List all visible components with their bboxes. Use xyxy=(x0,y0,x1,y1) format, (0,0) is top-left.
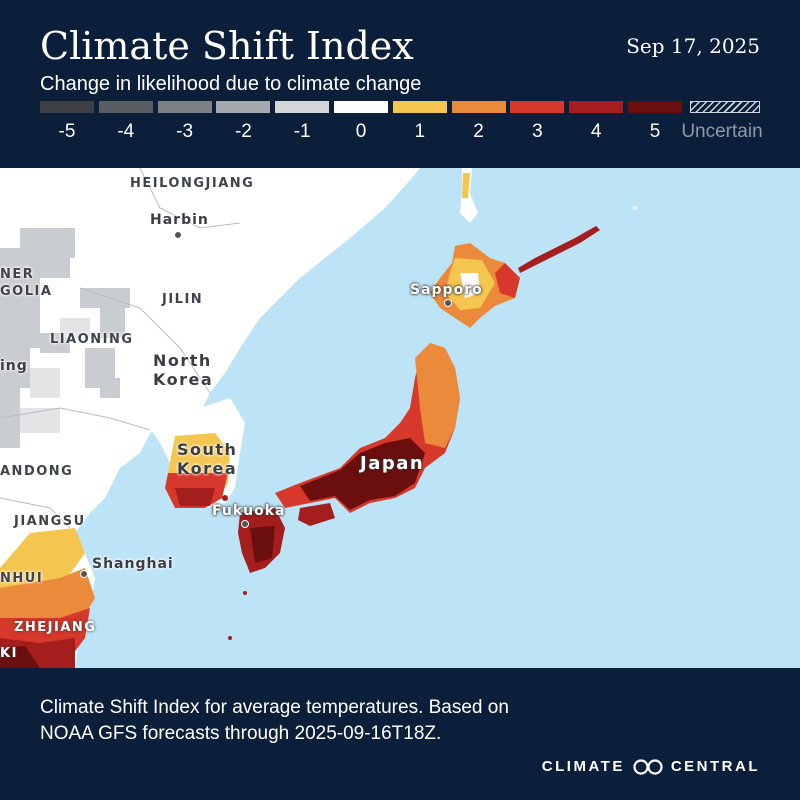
legend-swatch xyxy=(216,101,271,113)
shanghai-marker xyxy=(80,570,88,578)
label-inner-mongolia: NER GOLIA xyxy=(0,267,53,299)
label-jilin: JILIN xyxy=(162,292,204,307)
map-canvas xyxy=(0,168,637,668)
china-east-heat-yellow xyxy=(0,528,85,603)
climate-central-logo-icon xyxy=(633,758,663,775)
header: Climate Shift Index Sep 17, 2025 Change … xyxy=(0,0,800,168)
light-grey-patches xyxy=(20,318,90,433)
island-east xyxy=(633,206,637,210)
legend-label: -5 xyxy=(58,121,76,142)
kurils xyxy=(518,226,600,273)
page-title: Climate Shift Index xyxy=(40,24,414,68)
label-anhui: NHUI xyxy=(0,571,44,586)
honshu-orange xyxy=(415,343,460,448)
legend-label: 2 xyxy=(473,121,484,142)
island-south-1 xyxy=(243,591,247,595)
hokkaido-red-edge xyxy=(495,263,520,298)
island-south-2 xyxy=(228,636,232,640)
legend-subtitle: Change in likelihood due to climate chan… xyxy=(40,73,422,95)
legend-label: 1 xyxy=(414,121,426,142)
mainland-land xyxy=(0,168,420,548)
label-liaoning: LIAONING xyxy=(50,332,134,347)
kyushu-dark xyxy=(250,526,275,563)
uncertain-swatch xyxy=(690,101,760,113)
caption: Climate Shift Index for average temperat… xyxy=(40,697,509,744)
legend-label: -4 xyxy=(117,121,135,142)
honshu-dark xyxy=(300,438,425,510)
label-north-korea: North Korea xyxy=(153,351,214,389)
label-jiangsu: JIANGSU xyxy=(14,514,86,529)
tsushima xyxy=(222,495,228,501)
label-shandong: ANDONG xyxy=(0,464,74,479)
legend-swatch xyxy=(275,101,330,113)
footer: Climate Shift Index for average temperat… xyxy=(0,668,800,800)
harbin-marker xyxy=(174,231,182,239)
brand: CLIMATE CENTRAL xyxy=(542,758,760,775)
brand-left: CLIMATE xyxy=(541,758,625,775)
fukuoka-marker xyxy=(241,520,249,528)
brand-right: CENTRAL xyxy=(670,758,760,775)
map[interactable]: HEILONGJIANG Harbin NER GOLIA JILIN LIAO… xyxy=(0,168,800,668)
shikoku xyxy=(298,503,335,526)
legend-swatch xyxy=(157,101,212,113)
label-shanghai: Shanghai xyxy=(92,556,174,572)
label-beijing: ing xyxy=(0,358,28,374)
label-zhejiang: ZHEJIANG xyxy=(14,620,97,635)
label-sapporo: Sapporo xyxy=(410,282,483,298)
legend-swatch xyxy=(392,101,447,113)
legend-label: 5 xyxy=(649,121,661,142)
legend-swatch xyxy=(451,101,506,113)
legend-label: 0 xyxy=(355,121,367,142)
sapporo-marker xyxy=(444,299,452,307)
legend-swatch xyxy=(98,101,153,113)
label-fukuoka: Fukuoka xyxy=(212,503,286,519)
label-south-korea: South Korea xyxy=(177,440,238,478)
legend-swatch xyxy=(334,101,388,113)
label-fujian: KI xyxy=(0,646,18,661)
legend-label: 4 xyxy=(590,121,602,142)
legend-label: -2 xyxy=(234,121,252,142)
negative-csi-patches xyxy=(0,228,130,448)
label-heilongjiang: HEILONGJIANG xyxy=(130,176,255,191)
hokkaido-white xyxy=(460,273,480,298)
china-south-dark xyxy=(0,646,40,668)
uncertain-label: Uncertain xyxy=(681,121,763,142)
sakhalin-heat xyxy=(462,173,470,198)
legend-label: -1 xyxy=(293,121,311,142)
legend-swatch xyxy=(569,101,624,113)
label-japan: Japan xyxy=(360,453,425,474)
label-harbin: Harbin xyxy=(150,212,209,228)
border-lines xyxy=(0,168,241,529)
legend-swatch xyxy=(510,101,565,113)
legend-label: -3 xyxy=(176,121,194,142)
china-east-heat-orange xyxy=(0,568,95,628)
legend: -5 -4 -3 -2 -1 0 1 2 3 4 5 Uncertain xyxy=(40,101,763,151)
legend-swatch xyxy=(40,101,94,113)
south-korea-heat-dark xyxy=(175,488,215,506)
legend-label: 3 xyxy=(532,121,543,142)
legend-swatch xyxy=(628,101,682,113)
forecast-date: Sep 17, 2025 xyxy=(626,34,760,58)
